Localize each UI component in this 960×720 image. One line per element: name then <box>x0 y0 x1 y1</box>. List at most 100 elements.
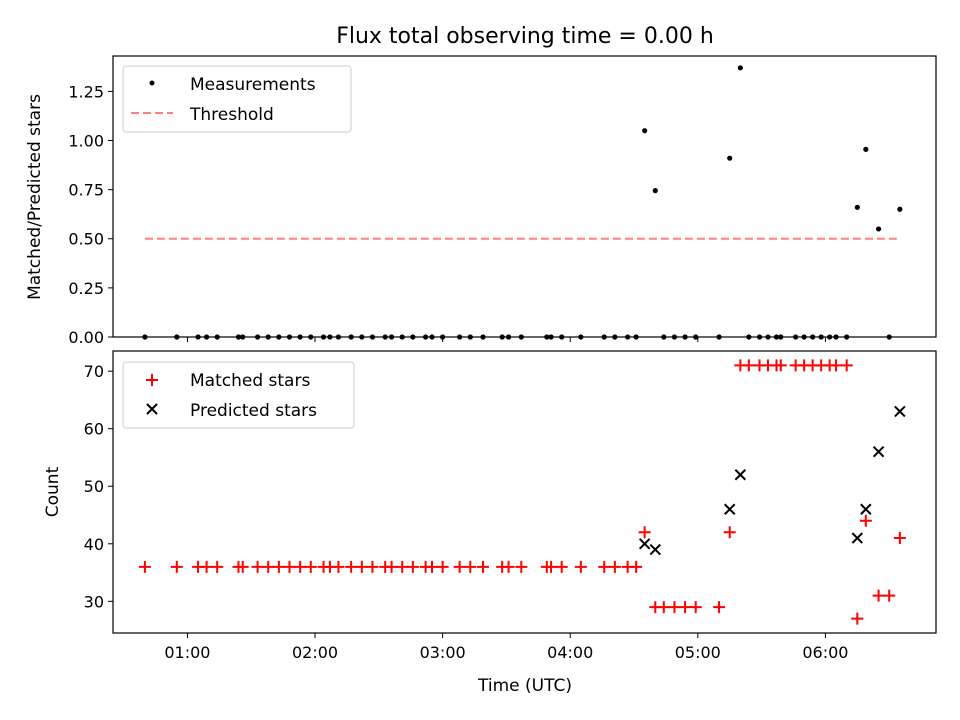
legend-threshold-label: Threshold <box>189 105 274 125</box>
bottom-plot-area <box>138 359 906 625</box>
matched-star-point <box>251 560 264 573</box>
top-y-axis-label: Matched/Predicted stars <box>25 94 45 300</box>
y-tick-label: 0.00 <box>68 328 104 347</box>
matched-star-point <box>236 560 249 573</box>
predicted-star-point <box>734 469 747 481</box>
matched-star-point <box>657 601 670 614</box>
matched-star-point <box>679 601 692 614</box>
matched-star-point <box>872 589 885 602</box>
top-legend: Measurements Threshold <box>122 65 352 133</box>
y-tick-label: 0.50 <box>68 230 104 249</box>
y-tick-label: 0.75 <box>68 181 104 200</box>
x-tick-label: 02:00 <box>292 643 338 662</box>
matched-star-point <box>883 589 896 602</box>
x-tick-label: 06:00 <box>802 643 848 662</box>
x-tick-label: 04:00 <box>547 643 593 662</box>
measurement-point <box>875 226 882 232</box>
y-tick-label: 0.25 <box>68 279 104 298</box>
predicted-star-point <box>872 446 885 458</box>
matched-star-point <box>608 560 621 573</box>
matched-star-point <box>200 560 213 573</box>
matched-star-point <box>774 359 787 372</box>
matched-star-point <box>502 560 515 573</box>
predicted-star-point <box>724 503 736 515</box>
matched-star-point <box>366 560 379 573</box>
y-tick-label: 50 <box>84 477 104 496</box>
predicted-star-point <box>860 503 872 515</box>
matched-star-point <box>555 560 568 573</box>
matched-star-point <box>742 359 755 372</box>
legend-predicted-label: Predicted stars <box>190 401 317 421</box>
matched-star-point <box>830 359 843 372</box>
legend-matched-marker <box>146 374 158 386</box>
legend-predicted-marker <box>146 403 158 415</box>
predicted-star-point <box>638 538 651 550</box>
chart-title: Flux total observing time = 0.00 h <box>336 24 714 49</box>
y-tick-label: 70 <box>84 362 104 381</box>
matched-star-point <box>713 601 726 614</box>
x-tick-label: 05:00 <box>675 643 721 662</box>
matched-star-point <box>406 560 419 573</box>
matched-star-point <box>638 526 651 539</box>
measurement-point <box>727 155 733 161</box>
matched-star-point <box>598 560 611 573</box>
measurement-point <box>642 128 648 134</box>
y-tick-label: 40 <box>84 535 104 554</box>
matched-star-point <box>668 601 681 614</box>
matched-star-point <box>840 359 853 372</box>
matched-star-point <box>689 601 702 614</box>
bottom-plot-frame <box>112 350 937 634</box>
matched-star-point <box>723 526 736 539</box>
matched-star-point <box>477 560 490 573</box>
matched-star-point <box>425 560 438 573</box>
matched-star-point <box>272 560 285 573</box>
x-tick-label: 03:00 <box>420 643 466 662</box>
matched-star-point <box>574 560 587 573</box>
legend-matched-label: Matched stars <box>190 371 310 391</box>
matched-star-point <box>355 560 368 573</box>
legend-measurements-label: Measurements <box>190 75 316 95</box>
predicted-star-point <box>894 405 906 418</box>
bottom-y-axis-label: Count <box>43 466 63 517</box>
bottom-x-axis-label: Time (UTC) <box>477 676 572 696</box>
matched-star-point <box>396 560 409 573</box>
bottom-panel: 30 40 50 60 70 01:00 02:00 03:00 04:00 05:00 06:0… <box>43 350 937 696</box>
y-tick-label: 1.00 <box>68 131 104 150</box>
matched-star-point <box>859 514 872 527</box>
bottom-y-axis: 30 40 50 60 70 <box>84 362 113 611</box>
y-tick-label: 60 <box>84 420 104 439</box>
matched-star-point <box>851 612 864 625</box>
y-tick-label: 1.25 <box>68 82 104 101</box>
y-tick-label: 30 <box>84 592 104 611</box>
measurement-point <box>737 65 743 71</box>
matched-star-point <box>436 560 449 573</box>
matched-star-point <box>304 560 317 573</box>
matched-star-point <box>138 560 151 573</box>
matched-star-point <box>385 560 398 573</box>
top-panel: 0.00 0.25 0.50 0.75 1.00 1.25 Matched/Predict… <box>25 55 937 347</box>
matched-star-point <box>332 560 345 573</box>
bottom-x-axis: 01:00 02:00 03:00 04:00 05:00 06:00 <box>164 633 848 662</box>
matched-star-point <box>262 560 275 573</box>
x-tick-label: 01:00 <box>164 643 210 662</box>
predicted-star-point <box>851 532 864 544</box>
predicted-star-point <box>649 543 661 556</box>
matched-star-point <box>170 560 183 573</box>
matched-star-point <box>283 560 296 573</box>
matched-star-point <box>893 532 906 545</box>
measurement-point <box>897 206 903 212</box>
matched-star-point <box>630 560 643 573</box>
top-x-axis <box>186 337 826 342</box>
matched-star-point <box>453 560 466 573</box>
matched-star-point <box>545 560 558 573</box>
matched-star-point <box>345 560 358 573</box>
measurement-point <box>863 146 869 152</box>
matched-star-point <box>515 560 528 573</box>
matched-star-point <box>294 560 307 573</box>
measurement-point <box>854 204 860 210</box>
top-y-axis: 0.00 0.25 0.50 0.75 1.00 1.25 <box>68 82 113 347</box>
legend-measurements-marker <box>149 80 155 86</box>
measurement-point <box>652 188 658 194</box>
matched-star-point <box>211 560 224 573</box>
